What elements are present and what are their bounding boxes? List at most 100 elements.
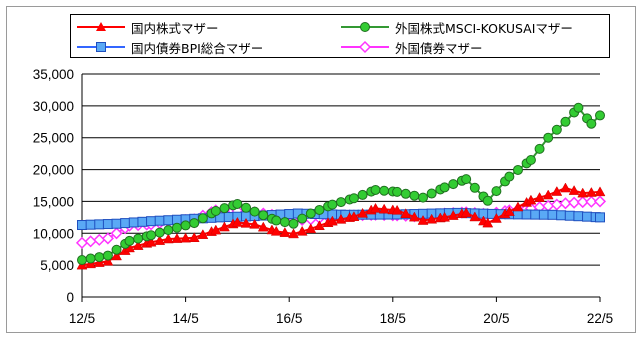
triangle-marker [279,227,291,237]
triangle-marker [426,213,438,224]
diamond-marker [585,195,598,208]
triangle-marker [490,212,502,223]
square-marker [154,215,165,226]
legend-swatch-triangle-icon [77,22,125,31]
circle-marker [288,218,299,229]
legend-item-3: 外国債券マザー [341,37,483,57]
y-tick-label: 20,000 [33,163,74,178]
diamond-marker [576,196,589,209]
triangle-marker [249,218,261,229]
triangle-marker [154,235,166,245]
triangle-marker [560,182,571,193]
square-marker [573,211,584,222]
triangle-marker [313,220,325,231]
square-marker [128,217,139,228]
triangle-marker [534,192,545,202]
square-marker [120,218,131,229]
triangle-marker [326,215,338,226]
legend-swatch-diamond-icon [341,40,389,54]
square-marker [547,209,558,220]
circle-marker [392,186,403,197]
triangle-marker [188,232,200,242]
circle-marker [426,188,437,199]
x-tick-label: 18/5 [380,311,406,326]
triangle-marker [296,225,308,236]
diamond-marker [93,233,106,246]
triangle-marker [145,236,157,247]
circle-marker [573,102,584,113]
square-marker [146,216,157,227]
legend-label: 外国株式MSCI-KOKUSAIマザー [395,20,573,36]
triangle-marker [525,194,537,205]
circle-marker [551,124,562,135]
x-tick-label: 20/5 [483,311,509,326]
triangle-marker [335,213,347,224]
circle-marker [305,208,316,219]
circle-marker [189,218,200,229]
square-marker [223,212,234,223]
y-tick-label: 10,000 [33,226,74,241]
diamond-marker [568,196,581,209]
diamond-marker [559,197,572,210]
legend-item-2: 国内債券BPI総合マザー [77,37,263,57]
square-marker [556,210,567,221]
y-tick-label: 0 [66,290,74,305]
triangle-marker [577,187,589,198]
triangle-marker [162,233,174,244]
circle-marker [102,250,113,261]
circle-marker [418,192,429,203]
square-marker [538,209,549,220]
circle-marker [210,205,221,216]
triangle-marker [400,208,412,218]
y-tick-label: 25,000 [33,131,74,146]
diamond-marker [593,195,607,208]
circle-marker [560,116,571,127]
triangle-marker [408,211,420,222]
circle-marker [525,155,536,166]
circle-marker [133,233,144,244]
circle-marker [180,220,191,231]
circle-marker [327,199,338,210]
triangle-marker [512,201,524,212]
triangle-marker [370,202,381,213]
circle-marker [370,184,381,195]
triangle-marker [469,211,481,222]
legend-swatch-square-icon [77,42,125,52]
legend-label: 外国債券マザー [395,40,483,56]
circle-marker [297,213,308,224]
circle-marker [314,204,325,215]
y-tick-label: 30,000 [33,99,74,114]
triangle-marker [378,203,390,214]
square-marker [564,210,575,221]
triangle-marker [210,224,222,235]
square-marker [111,218,122,229]
circle-marker [400,188,411,199]
circle-marker [469,182,480,193]
square-marker [94,219,105,230]
circle-marker [461,174,472,185]
legend-item-0: 国内株式マザー [77,17,219,37]
triangle-marker [348,211,360,221]
triangle-marker [197,229,209,239]
circle-marker [491,186,502,197]
circle-marker [348,193,359,204]
circle-marker [111,244,122,255]
x-tick-label: 12/5 [69,311,95,326]
circle-marker [271,215,282,226]
circle-marker [409,190,420,201]
square-marker [85,219,96,230]
circle-marker [279,217,290,228]
circle-marker [482,195,493,206]
circle-marker [171,222,182,233]
triangle-marker [288,228,299,239]
triangle-marker [257,221,269,232]
circle-marker [439,182,450,193]
legend-label: 国内株式マザー [131,20,219,36]
y-tick-label: 15,000 [33,194,74,209]
circle-marker [534,143,545,154]
triangle-marker [594,186,606,197]
x-tick-label: 16/5 [276,311,302,326]
circle-marker [94,252,105,263]
circle-marker [595,110,605,121]
